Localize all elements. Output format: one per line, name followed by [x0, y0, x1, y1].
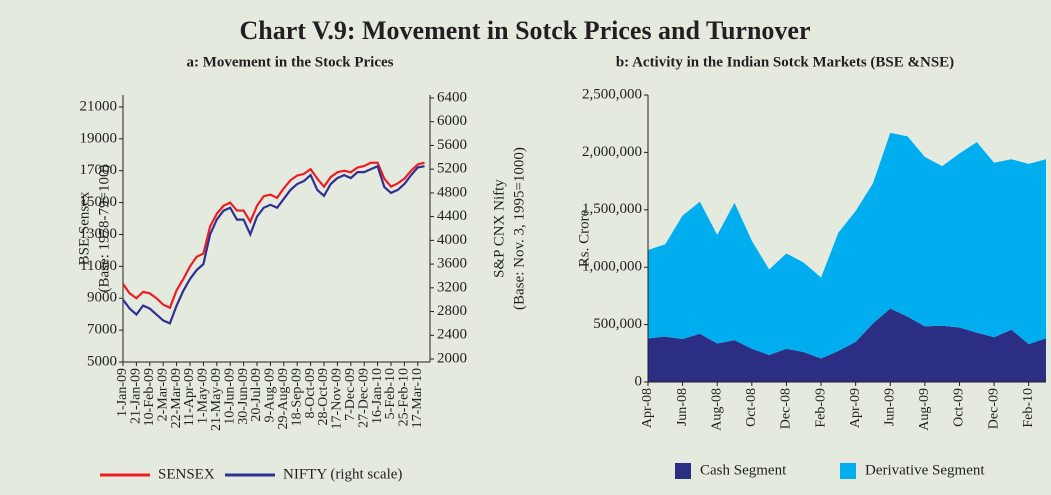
x-tick-label: Apr-08 [640, 388, 655, 428]
y-tick-label: 2,000,000 [582, 144, 642, 160]
y2-tick-label: 2000 [437, 350, 467, 366]
x-tick-label: 8-Oct-09 [303, 368, 318, 419]
y-tick-label: 11000 [80, 258, 117, 274]
chart-title: b: Activity in the Indian Sotck Markets … [616, 54, 954, 70]
x-tick-label: Oct-08 [744, 388, 759, 427]
x-tick-label: Apr-09 [848, 388, 863, 428]
x-tick-label: 11-Apr-09 [182, 368, 197, 426]
x-tick-label: 28-Oct-09 [316, 368, 331, 426]
x-tick-label: 10-Jun-09 [222, 368, 237, 425]
y-tick-label: 5000 [87, 353, 117, 369]
y2-tick-label: 6400 [437, 89, 467, 105]
y2-tick-label: 4800 [437, 184, 467, 200]
x-tick-label: Aug-08 [709, 388, 724, 431]
x-tick-label: 20-Jul-09 [249, 368, 264, 422]
x-tick-label: Aug-09 [917, 388, 932, 431]
area [648, 132, 1046, 359]
legend-label: Cash Segment [700, 462, 787, 478]
y-tick-label: 1,000,000 [582, 259, 642, 275]
x-tick-label: Feb-09 [813, 388, 828, 428]
y-tick-label: 7000 [87, 322, 117, 338]
x-tick-label: 17-Nov-09 [330, 368, 345, 429]
page-title: Chart V.9: Movement in Sotck Prices and … [239, 16, 810, 45]
x-tick-label: Jun-08 [675, 388, 690, 426]
y2-axis-label: (Base: Nov. 3, 1995=1000) [511, 147, 527, 310]
legend-label: SENSEX [158, 466, 215, 482]
y-tick-label: 1,500,000 [582, 201, 642, 217]
y-tick-label: 21000 [80, 98, 118, 114]
y2-tick-label: 3200 [437, 279, 467, 295]
x-tick-label: 18-Sep-09 [289, 368, 304, 426]
x-tick-label: 21-Jan-09 [129, 368, 144, 424]
x-tick-label: 16-Jan-10 [370, 368, 385, 424]
y-tick-label: 2,500,000 [582, 86, 642, 102]
x-tick-label: 25-Feb-10 [397, 368, 412, 426]
x-tick-label: 1-May-09 [196, 368, 211, 424]
legend-swatch [840, 463, 856, 479]
legend-label: Derivative Segment [865, 462, 985, 478]
y-tick-label: 9000 [87, 290, 117, 306]
y-tick-label: 13000 [80, 226, 118, 242]
y2-tick-label: 4400 [437, 208, 467, 224]
y-axis-label: Rs. Crore [576, 209, 592, 267]
x-tick-label: Dec-09 [986, 388, 1001, 429]
x-tick-label: 30-Jun-09 [236, 368, 251, 425]
y-tick-label: 15000 [80, 194, 118, 210]
line [122, 164, 425, 325]
x-tick-label: 22-Mar-09 [169, 368, 184, 428]
y-tick-label: 17000 [80, 162, 118, 178]
y-axis-label: BSE Sensex [76, 191, 92, 265]
chart-title: a: Movement in the Stock Prices [186, 54, 393, 70]
x-tick-label: 2-Mar-09 [155, 368, 170, 421]
y2-tick-label: 2400 [437, 327, 467, 343]
x-tick-label: 21-May-09 [209, 368, 224, 431]
y-axis-label: (Base: 1978-79=100) [96, 164, 112, 292]
x-tick-label: 10-Feb-09 [142, 368, 157, 426]
x-tick-label: 5-Feb-10 [383, 368, 398, 419]
x-tick-label: 9-Aug-09 [263, 368, 278, 422]
y-tick-label: 0 [635, 373, 643, 389]
y2-tick-label: 3600 [437, 256, 467, 272]
y2-tick-label: 4000 [437, 232, 467, 248]
x-tick-label: 29-Aug-09 [276, 368, 291, 429]
x-tick-label: Oct-09 [952, 388, 967, 427]
legend-swatch [675, 463, 691, 479]
y2-tick-label: 5200 [437, 161, 467, 177]
y-tick-label: 19000 [80, 130, 118, 146]
x-tick-label: 17-Mar-10 [410, 368, 425, 428]
y2-tick-label: 2800 [437, 303, 467, 319]
area [648, 308, 1046, 382]
x-tick-label: 27-Dec-09 [356, 368, 371, 428]
line [122, 161, 425, 310]
y2-tick-label: 5600 [437, 137, 467, 153]
legend-label: NIFTY (right scale) [283, 466, 402, 482]
y2-axis-label: S&P CNX Nifty [491, 179, 507, 278]
x-tick-label: Jun-09 [882, 388, 897, 426]
x-tick-label: Dec-08 [779, 388, 794, 429]
x-tick-label: 1-Jan-09 [115, 368, 130, 417]
x-tick-label: Feb-10 [1021, 388, 1036, 428]
y-tick-label: 500,000 [593, 316, 642, 332]
y2-tick-label: 6000 [437, 113, 467, 129]
x-tick-label: 7-Dec-09 [343, 368, 358, 421]
